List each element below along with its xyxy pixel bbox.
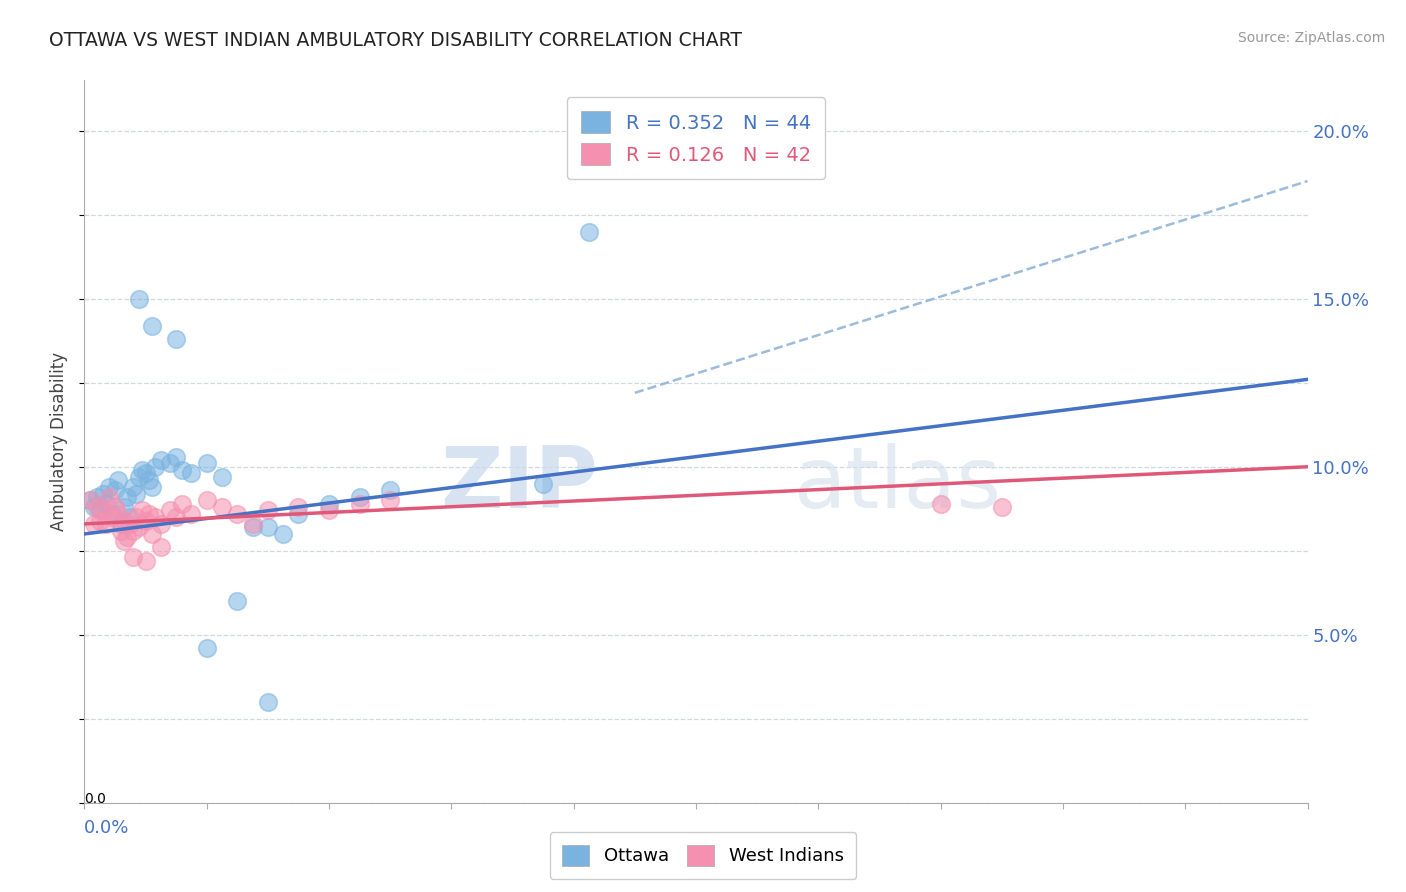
- Legend: Ottawa, West Indians: Ottawa, West Indians: [550, 832, 856, 879]
- Point: [211, 470, 233, 484]
- Point: [149, 453, 172, 467]
- Point: [120, 516, 142, 531]
- Point: [242, 520, 264, 534]
- Point: [141, 527, 163, 541]
- Point: [110, 516, 132, 531]
- Point: [195, 456, 218, 470]
- Point: [135, 554, 157, 568]
- Legend: R = 0.352   N = 44, R = 0.126   N = 42: R = 0.352 N = 44, R = 0.126 N = 42: [568, 97, 824, 179]
- Point: [159, 503, 181, 517]
- Point: [991, 500, 1014, 514]
- Point: [287, 500, 309, 514]
- Point: [79, 493, 101, 508]
- Point: [91, 486, 114, 500]
- Point: [86, 500, 108, 514]
- Point: [257, 503, 280, 517]
- Point: [97, 490, 120, 504]
- Point: [180, 507, 202, 521]
- Point: [135, 467, 157, 481]
- Point: [101, 507, 124, 521]
- Point: [83, 500, 105, 514]
- Point: [226, 594, 249, 608]
- Point: [141, 480, 163, 494]
- Point: [128, 292, 150, 306]
- Text: 0.0%: 0.0%: [84, 819, 129, 837]
- Point: [271, 527, 294, 541]
- Text: ZIP: ZIP: [440, 443, 598, 526]
- Point: [143, 510, 166, 524]
- Point: [112, 514, 135, 528]
- Point: [380, 483, 402, 498]
- Point: [929, 497, 952, 511]
- Point: [115, 490, 138, 504]
- Point: [125, 510, 148, 524]
- Point: [172, 497, 194, 511]
- Point: [257, 695, 280, 709]
- Point: [107, 507, 129, 521]
- Point: [195, 493, 218, 508]
- Point: [149, 516, 172, 531]
- Point: [143, 459, 166, 474]
- Point: [138, 507, 160, 521]
- Point: [112, 533, 135, 548]
- Point: [165, 332, 187, 346]
- Point: [107, 473, 129, 487]
- Point: [86, 490, 108, 504]
- Point: [122, 524, 145, 538]
- Point: [112, 500, 135, 514]
- Point: [101, 510, 124, 524]
- Point: [94, 497, 117, 511]
- Point: [578, 225, 600, 239]
- Point: [97, 480, 120, 494]
- Point: [104, 483, 127, 498]
- Point: [135, 514, 157, 528]
- Point: [172, 463, 194, 477]
- Text: atlas: atlas: [794, 443, 1002, 526]
- Point: [141, 318, 163, 333]
- Text: Source: ZipAtlas.com: Source: ZipAtlas.com: [1237, 31, 1385, 45]
- Point: [128, 520, 150, 534]
- Point: [110, 524, 132, 538]
- Point: [159, 456, 181, 470]
- Point: [242, 516, 264, 531]
- Point: [122, 550, 145, 565]
- Point: [531, 476, 554, 491]
- Point: [195, 641, 218, 656]
- Point: [89, 514, 111, 528]
- Point: [211, 500, 233, 514]
- Text: 0.0: 0.0: [84, 792, 107, 805]
- Point: [318, 497, 340, 511]
- Point: [104, 500, 127, 514]
- Point: [89, 503, 111, 517]
- Point: [128, 470, 150, 484]
- Point: [149, 541, 172, 555]
- Point: [318, 503, 340, 517]
- Point: [131, 463, 153, 477]
- Point: [115, 530, 138, 544]
- Point: [125, 486, 148, 500]
- Point: [131, 503, 153, 517]
- Point: [380, 493, 402, 508]
- Point: [226, 507, 249, 521]
- Point: [165, 450, 187, 464]
- Point: [79, 493, 101, 508]
- Y-axis label: Ambulatory Disability: Ambulatory Disability: [51, 352, 69, 531]
- Point: [165, 510, 187, 524]
- Point: [94, 516, 117, 531]
- Text: OTTAWA VS WEST INDIAN AMBULATORY DISABILITY CORRELATION CHART: OTTAWA VS WEST INDIAN AMBULATORY DISABIL…: [49, 31, 742, 50]
- Point: [257, 520, 280, 534]
- Point: [287, 507, 309, 521]
- Point: [180, 467, 202, 481]
- Point: [120, 510, 142, 524]
- Point: [349, 497, 371, 511]
- Point: [138, 473, 160, 487]
- Point: [122, 480, 145, 494]
- Point: [91, 503, 114, 517]
- Point: [349, 490, 371, 504]
- Point: [83, 516, 105, 531]
